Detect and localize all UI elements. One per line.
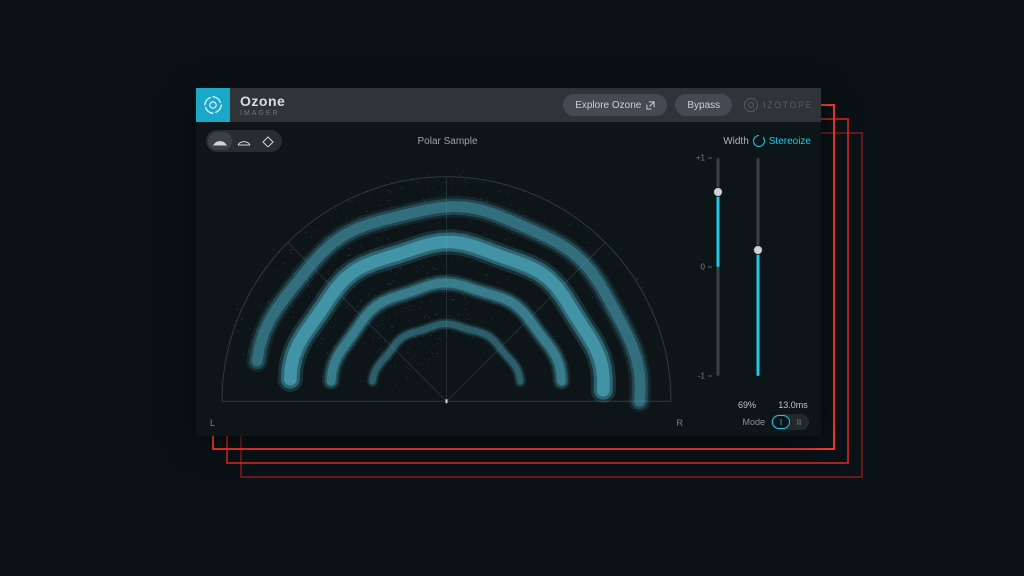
izotope-ring-icon (744, 98, 758, 112)
view-mode-polar-level[interactable] (232, 132, 256, 150)
mode-label: Mode (742, 417, 765, 427)
stereoize-label: Stereoize (769, 136, 811, 147)
bypass-button[interactable]: Bypass (675, 94, 732, 116)
ozone-swirl-icon (202, 94, 224, 116)
stereoize-slider[interactable] (751, 158, 765, 398)
product-subtitle: IMAGER (240, 110, 285, 117)
mode-toggle[interactable]: III (771, 414, 809, 430)
controls-header: Width Stereoize (693, 130, 811, 152)
mode-button-II[interactable]: II (790, 415, 808, 429)
view-mode-polar-sample[interactable] (208, 132, 232, 150)
explore-ozone-button[interactable]: Explore Ozone (563, 94, 667, 116)
width-readout: 69% (729, 400, 765, 410)
product-title: Ozone IMAGER (240, 94, 285, 117)
mode-row: Mode III (693, 410, 811, 430)
right-channel-label: R (677, 418, 684, 428)
title-bar: Ozone IMAGER Explore Ozone Bypass IZOTOP… (196, 88, 821, 122)
explore-ozone-label: Explore Ozone (575, 100, 641, 111)
slider-readouts: 69% 13.0ms (693, 398, 811, 410)
polar-display (206, 156, 687, 418)
view-mode-toggle[interactable] (206, 130, 282, 152)
mode-button-I[interactable]: I (772, 415, 790, 429)
plugin-body: Polar Sample L R Width Stereoize +10-1 (196, 122, 821, 436)
product-name: Ozone (240, 94, 285, 108)
left-channel-label: L (210, 418, 215, 428)
visualization-title: Polar Sample (282, 136, 613, 147)
izotope-brand: IZOTOPE (744, 98, 813, 112)
stereoize-readout: 13.0ms (775, 400, 811, 410)
controls-column: Width Stereoize +10-1 69% 13.0ms Mode II (693, 130, 811, 430)
view-mode-lissajous[interactable] (256, 132, 280, 150)
visualization-header: Polar Sample (206, 130, 687, 152)
slider-thumb[interactable] (753, 245, 763, 255)
stereoize-reset-button[interactable] (753, 135, 765, 147)
plugin-window: Ozone IMAGER Explore Ozone Bypass IZOTOP… (196, 88, 821, 436)
bypass-label: Bypass (687, 100, 720, 111)
product-logo (196, 88, 230, 122)
izotope-label: IZOTOPE (763, 100, 813, 110)
width-slider[interactable]: +10-1 (711, 158, 725, 398)
external-link-icon (646, 101, 655, 110)
width-label: Width (723, 136, 749, 147)
slider-thumb[interactable] (713, 187, 723, 197)
slider-tracks: +10-1 (693, 152, 811, 398)
visualization-column: Polar Sample L R (206, 130, 687, 430)
visualization-footer: L R (206, 418, 687, 430)
